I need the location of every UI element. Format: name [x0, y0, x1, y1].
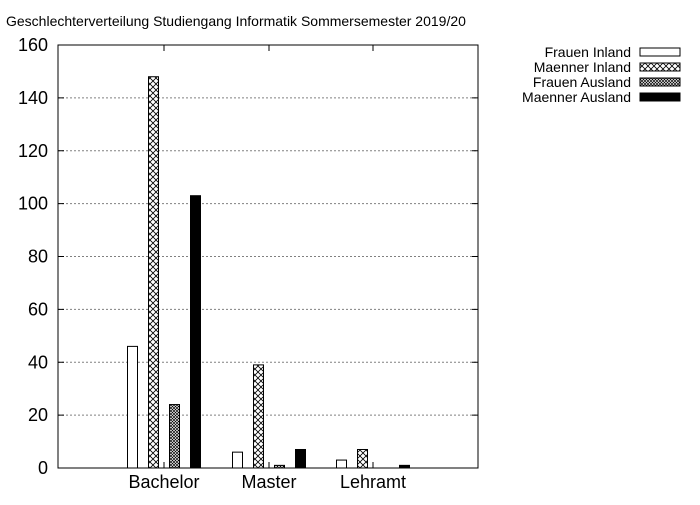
gridlines [58, 97, 478, 416]
legend-label: Frauen Ausland [533, 74, 631, 90]
y-tick-label: 60 [28, 299, 48, 319]
bar [357, 448, 368, 469]
legend-swatch [639, 47, 681, 57]
bar [190, 195, 201, 469]
legend-label: Maenner Ausland [522, 89, 631, 105]
y-tick-label: 80 [28, 247, 48, 267]
legend-swatch [639, 62, 681, 72]
y-tick-label: 100 [18, 194, 48, 214]
x-tick-label: Lehramt [340, 472, 406, 492]
bars [127, 76, 410, 469]
y-tick-label: 20 [28, 405, 48, 425]
bar [336, 459, 347, 469]
bar [148, 76, 159, 469]
y-tick-label: 120 [18, 141, 48, 161]
y-axis-ticks: 0 20 40 60 80 100 120 140 160 [18, 35, 478, 478]
legend-label: Frauen Inland [545, 44, 631, 60]
legend-label: Maenner Inland [534, 59, 631, 75]
chart-title: Geschlechterverteilung Studiengang Infor… [6, 13, 466, 29]
y-tick-label: 160 [18, 35, 48, 55]
bar [232, 451, 243, 469]
legend-swatch [639, 92, 681, 102]
y-tick-label: 40 [28, 352, 48, 372]
bar [295, 448, 306, 469]
bar [169, 404, 180, 469]
legend-swatch [639, 77, 681, 87]
y-tick-label: 140 [18, 88, 48, 108]
x-tick-label: Bachelor [128, 472, 199, 492]
bar [127, 345, 138, 469]
bar [253, 364, 264, 469]
x-tick-label: Master [241, 472, 296, 492]
y-tick-label: 0 [38, 458, 48, 478]
x-axis-ticks: Bachelor Master Lehramt [128, 45, 406, 492]
